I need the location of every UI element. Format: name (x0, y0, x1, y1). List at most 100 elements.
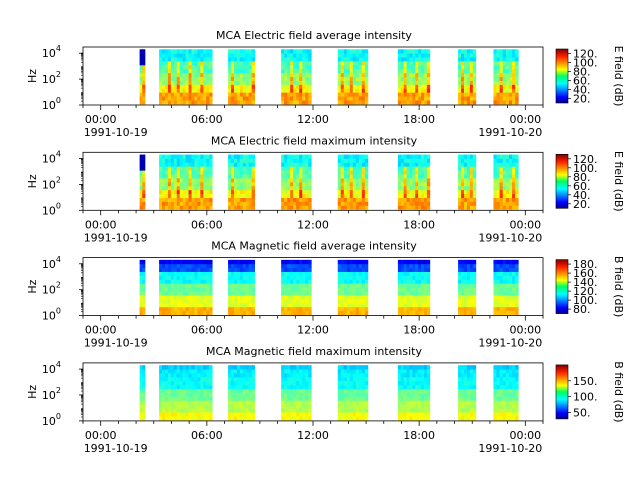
spectrogram-cell (512, 88, 516, 93)
spectrogram-cell (337, 88, 342, 93)
spectrogram-cell (200, 263, 204, 269)
spectrogram-cell (423, 283, 428, 288)
spectrogram-cell (361, 158, 366, 163)
spectrogram-cell (508, 193, 513, 198)
spectrogram-cell (179, 76, 184, 81)
spectrogram-cell (415, 205, 419, 210)
spectrogram-cell (355, 154, 360, 159)
spectrogram-cell (403, 64, 408, 70)
spectrogram-cell (400, 412, 405, 417)
spectrogram-cell (142, 100, 146, 105)
spectrogram-cell (340, 412, 345, 417)
spectrogram-cell (203, 295, 207, 300)
spectrogram-cell (337, 298, 342, 304)
spectrogram-cell (191, 408, 195, 413)
spectrogram-cell (251, 412, 256, 417)
spectrogram-cell (397, 404, 402, 409)
spectrogram-cell (142, 205, 146, 210)
spectrogram-cell (412, 57, 416, 62)
spectrogram-cell (421, 64, 425, 70)
spectrogram-cell (197, 193, 201, 198)
spectrogram-cell (508, 76, 513, 81)
spectrogram-cell (233, 92, 238, 97)
spectrogram-cell (469, 68, 474, 74)
spectrogram-cell (340, 72, 345, 78)
spectrogram-cell (287, 201, 291, 206)
spectrogram-cell (233, 275, 238, 280)
spectrogram-cell (423, 415, 428, 421)
spectrogram-cell (228, 189, 232, 195)
spectrogram-cell (248, 197, 253, 202)
spectrogram-cell (188, 84, 192, 89)
spectrogram-cell (139, 392, 143, 397)
spectrogram-cell (412, 189, 416, 195)
spectrogram-cell (305, 306, 309, 312)
panel-3: MCA Magnetic field average intensity1001… (26, 240, 625, 350)
spectrogram-cell (142, 263, 146, 269)
spectrogram-cell (515, 92, 519, 97)
spectrogram-cell (502, 189, 507, 195)
spectrogram-cell (502, 384, 507, 390)
spectrogram-cell (142, 49, 146, 54)
spectrogram-cell (287, 283, 291, 288)
spectrogram-cell (397, 267, 402, 273)
spectrogram-cell (466, 279, 471, 284)
spectrogram-cell (308, 92, 312, 97)
spectrogram-cell (245, 154, 250, 159)
spectrogram-cell (185, 291, 189, 296)
spectrogram-cell (290, 279, 294, 284)
x-tick-label: 18:00 (403, 218, 435, 231)
spectrogram-cell (248, 68, 253, 74)
spectrogram-cell (239, 170, 244, 175)
spectrogram-cell (349, 415, 354, 421)
spectrogram-cell (251, 61, 256, 66)
spectrogram-cell (179, 259, 184, 265)
colorbar: 50.100.150. B field (dB) (555, 361, 625, 423)
spectrogram-cell (426, 267, 431, 273)
spectrogram-cell (203, 174, 207, 179)
spectrogram-cell (173, 49, 178, 54)
spectrogram-cell (346, 68, 351, 74)
spectrogram-cell (505, 181, 510, 187)
spectrogram-cell (346, 76, 351, 81)
spectrogram-cell (203, 201, 207, 206)
spectrogram-cell (505, 154, 510, 159)
spectrogram-cell (251, 170, 256, 175)
spectrogram-cell (200, 185, 204, 191)
spectrogram-cell (203, 185, 207, 191)
spectrogram-cell (346, 197, 351, 202)
spectrogram-cell (176, 193, 181, 198)
spectrogram-cell (293, 193, 297, 198)
spectrogram-cell (352, 365, 357, 370)
spectrogram-cell (200, 306, 204, 312)
spectrogram-cell (337, 68, 342, 74)
spectrogram-cell (496, 189, 501, 195)
spectrogram-cell (406, 271, 410, 276)
spectrogram-cell (463, 310, 468, 315)
spectrogram-cell (346, 287, 351, 292)
spectrogram-cell (308, 302, 312, 308)
spectrogram-cell (423, 193, 428, 198)
spectrogram-cell (191, 96, 195, 101)
spectrogram-cell (167, 298, 172, 304)
spectrogram-cell (197, 64, 201, 70)
spectrogram-cell (397, 96, 402, 101)
spectrogram-cell (290, 306, 294, 312)
spectrogram-cell (194, 369, 198, 374)
spectrogram-cell (281, 193, 285, 198)
spectrogram-cell (188, 279, 192, 284)
spectrogram-cell (228, 415, 232, 421)
spectrogram-cell (299, 376, 303, 382)
spectrogram-cell (463, 267, 468, 273)
spectrogram-cell (355, 306, 360, 312)
spectrogram-cell (349, 205, 354, 210)
spectrogram-cell (515, 88, 519, 93)
spectrogram-cell (139, 302, 143, 308)
spectrogram-cell (406, 88, 410, 93)
spectrogram-cell (458, 267, 462, 273)
spectrogram-cell (512, 415, 516, 421)
spectrogram-cell (170, 369, 175, 374)
spectrogram-cell (293, 88, 297, 93)
spectrogram-cell (139, 193, 143, 198)
spectrogram-cell (508, 61, 513, 66)
